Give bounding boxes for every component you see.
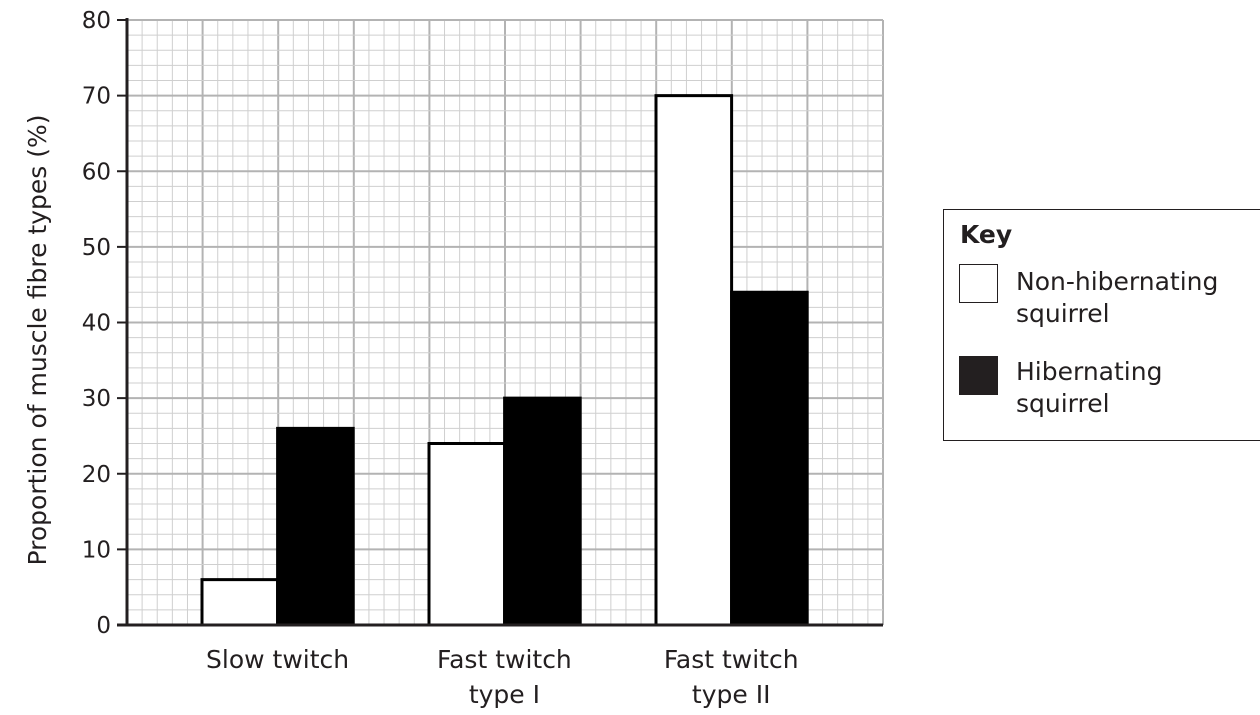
labels: 0 10 20 30 40 50 60 70 80 Slow twitch Fast twitch t… bbox=[82, 8, 799, 709]
y-tick-label: 30 bbox=[82, 386, 111, 412]
axes bbox=[117, 18, 883, 627]
y-axis-label: Proportion of muscle fibre types (%) bbox=[23, 115, 52, 566]
x-category-label: Slow twitch bbox=[206, 645, 349, 674]
legend-label-non-hibernating-line1: Non-hibernating bbox=[1016, 267, 1219, 296]
legend-label-non-hibernating: Non-hibernating squirrel bbox=[1016, 266, 1256, 330]
y-tick-label: 20 bbox=[82, 462, 111, 488]
legend: Key Non-hibernating squirrel Hibernating… bbox=[943, 209, 1260, 441]
x-category-label: Fast twitch bbox=[664, 645, 799, 674]
y-tick-label: 60 bbox=[82, 159, 111, 185]
x-category-label-line2: type I bbox=[469, 680, 540, 709]
x-category-label: Fast twitch bbox=[437, 645, 572, 674]
legend-label-hibernating-line2: squirrel bbox=[1016, 389, 1110, 418]
bar-hibernating-1 bbox=[276, 426, 355, 627]
bar-hibernating-3 bbox=[730, 290, 809, 627]
bars bbox=[200, 94, 809, 627]
y-tick-label: 70 bbox=[82, 84, 111, 110]
legend-label-hibernating-line1: Hibernating bbox=[1016, 357, 1163, 386]
legend-label-non-hibernating-line2: squirrel bbox=[1016, 299, 1110, 328]
legend-swatch-non-hibernating bbox=[959, 264, 998, 303]
x-category-label-line2: type II bbox=[692, 680, 771, 709]
legend-title: Key bbox=[960, 220, 1013, 249]
legend-label-hibernating: Hibernating squirrel bbox=[1016, 356, 1256, 420]
legend-swatch-hibernating bbox=[959, 356, 998, 395]
bar-non-hibernating-1 bbox=[200, 578, 280, 627]
y-tick-label: 80 bbox=[82, 8, 111, 34]
bar-hibernating-2 bbox=[503, 396, 582, 627]
bar-non-hibernating-3 bbox=[654, 94, 734, 627]
y-tick-label: 40 bbox=[82, 311, 111, 337]
y-tick-label: 0 bbox=[96, 613, 111, 639]
y-tick-label: 50 bbox=[82, 235, 111, 261]
y-tick-label: 10 bbox=[82, 537, 111, 563]
bar-non-hibernating-2 bbox=[427, 442, 507, 627]
